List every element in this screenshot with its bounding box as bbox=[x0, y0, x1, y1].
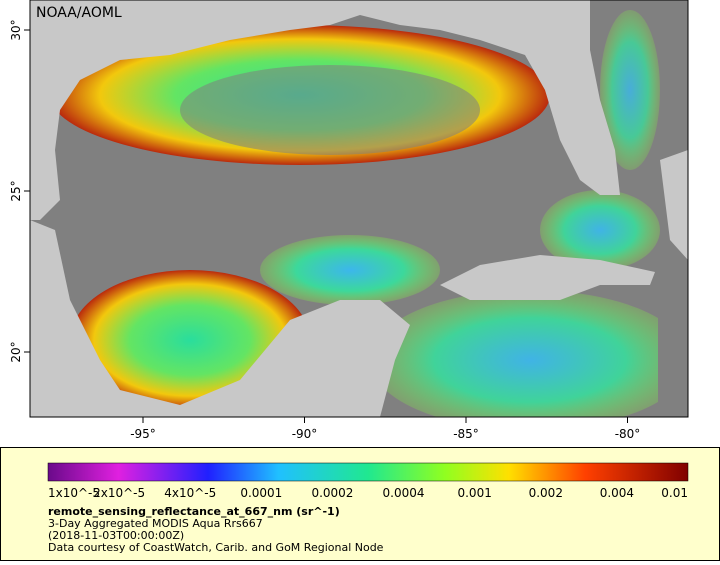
credit: NOAA/AOML bbox=[36, 5, 122, 21]
colorbar-label: 0.001 bbox=[457, 486, 491, 500]
colorbar-label: 0.0002 bbox=[311, 486, 353, 500]
lon-tick-label: -85° bbox=[453, 427, 479, 441]
lat-tick-label: 30° bbox=[9, 19, 23, 40]
colorbar-label: 2x10^-5 bbox=[93, 486, 145, 500]
no-data bbox=[658, 300, 688, 417]
time: (2018-11-03T00:00:00Z) bbox=[48, 529, 184, 542]
source: Data courtesy of CoastWatch, Carib. and … bbox=[48, 541, 384, 554]
lon-tick-label: -90° bbox=[292, 427, 318, 441]
colorbar-label: 1x10^-5 bbox=[48, 486, 100, 500]
lat-tick-label: 25° bbox=[9, 180, 23, 201]
lon-tick-label: -80° bbox=[615, 427, 641, 441]
colorbar-label: 0.0004 bbox=[383, 486, 425, 500]
reflectance-caribbean bbox=[370, 290, 688, 417]
land-mexico bbox=[30, 220, 410, 417]
description: 3-Day Aggregated MODIS Aqua Rrs667 bbox=[48, 517, 263, 530]
colorbar-label: 0.01 bbox=[661, 486, 688, 500]
axes: -95° -90° -85° -80° 30° 25° 20° bbox=[9, 19, 640, 441]
map-area bbox=[30, 0, 688, 417]
reflectance-bahamas bbox=[540, 190, 660, 270]
reflectance-atlantic bbox=[600, 10, 660, 170]
land-bahamas bbox=[660, 150, 688, 260]
colorbar-label: 4x10^-5 bbox=[164, 486, 216, 500]
reflectance-gap bbox=[180, 65, 480, 155]
lon-tick-label: -95° bbox=[130, 427, 156, 441]
reflectance-yucatan-shelf bbox=[260, 235, 440, 305]
lat-tick-label: 20° bbox=[9, 341, 23, 362]
variable: remote_sensing_reflectance_at_667_nm (sr… bbox=[48, 505, 340, 518]
colorbar-label: 0.002 bbox=[529, 486, 563, 500]
map-border bbox=[29, 0, 689, 418]
colorbar-label: 0.0001 bbox=[240, 486, 282, 500]
colorbar-label: 0.004 bbox=[600, 486, 634, 500]
land-cuba bbox=[440, 255, 655, 300]
colorbar bbox=[47, 462, 689, 482]
land-north bbox=[30, 0, 620, 220]
